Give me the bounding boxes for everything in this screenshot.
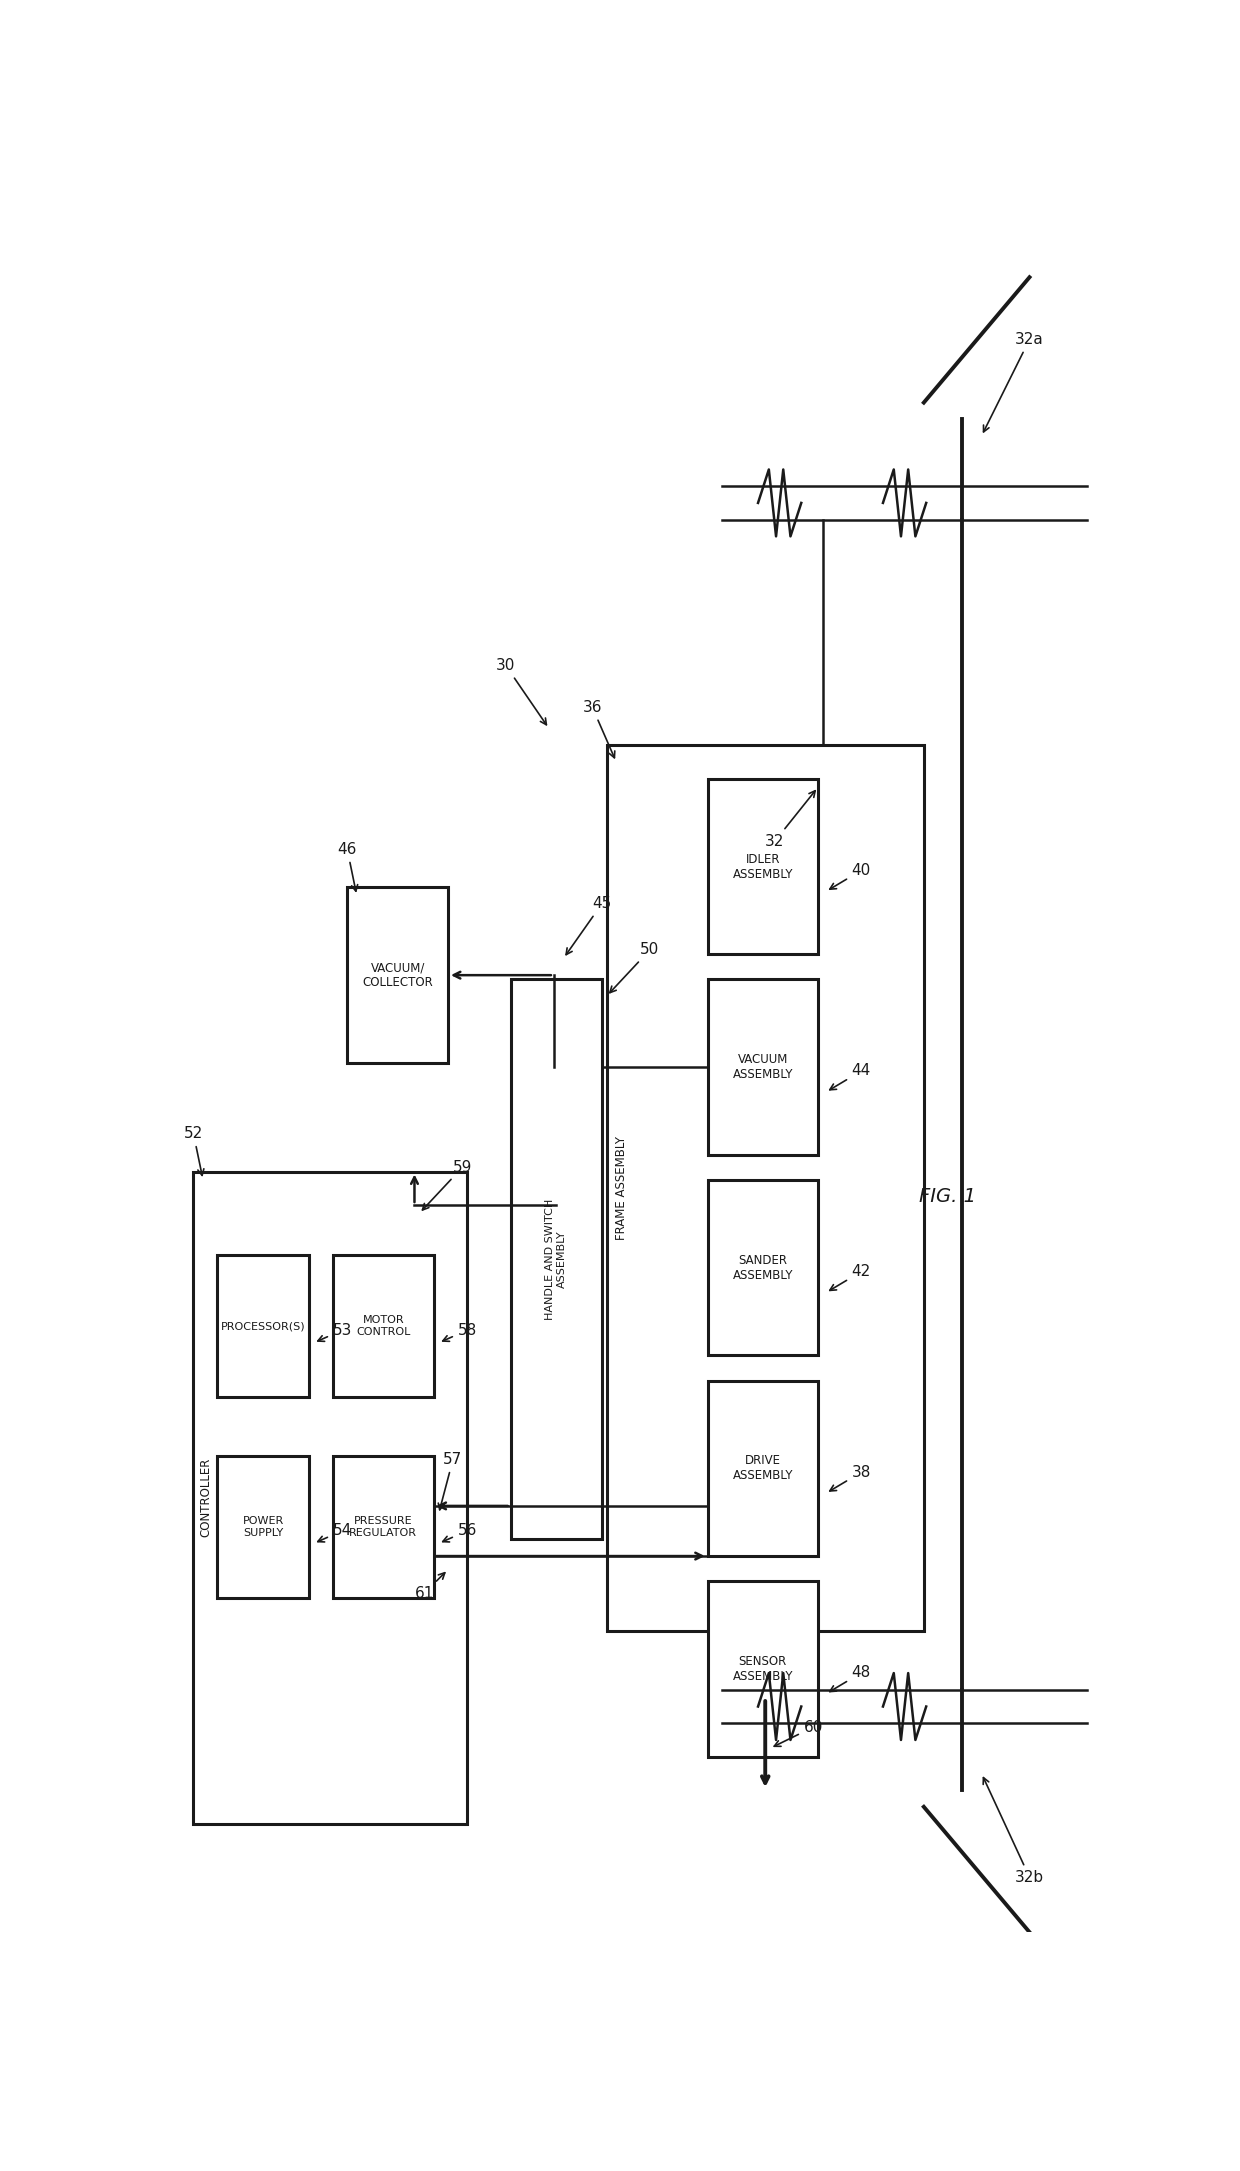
Text: 58: 58 bbox=[443, 1322, 477, 1342]
Text: VACUUM/
COLLECTOR: VACUUM/ COLLECTOR bbox=[362, 962, 433, 990]
Text: 60: 60 bbox=[774, 1719, 823, 1745]
Text: FRAME ASSEMBLY: FRAME ASSEMBLY bbox=[615, 1135, 627, 1240]
Text: 52: 52 bbox=[184, 1127, 203, 1175]
Bar bbox=[708, 779, 818, 955]
Bar bbox=[347, 888, 448, 1064]
Text: 53: 53 bbox=[317, 1322, 352, 1342]
Text: PROCESSOR(S): PROCESSOR(S) bbox=[221, 1322, 305, 1331]
Text: 48: 48 bbox=[830, 1665, 870, 1691]
Bar bbox=[217, 1255, 309, 1398]
Bar bbox=[708, 1181, 818, 1355]
Text: 32a: 32a bbox=[983, 332, 1044, 432]
Text: 50: 50 bbox=[610, 942, 660, 992]
Text: CONTROLLER: CONTROLLER bbox=[200, 1459, 212, 1537]
Text: 61: 61 bbox=[414, 1572, 445, 1600]
Bar bbox=[511, 979, 601, 1539]
Bar bbox=[193, 1172, 467, 1824]
Bar bbox=[332, 1255, 434, 1398]
Text: 36: 36 bbox=[583, 699, 615, 758]
Text: 59: 59 bbox=[423, 1159, 472, 1209]
Text: 45: 45 bbox=[567, 897, 611, 955]
Text: 57: 57 bbox=[438, 1452, 463, 1509]
Text: 40: 40 bbox=[830, 862, 870, 890]
Text: FIG. 1: FIG. 1 bbox=[919, 1188, 976, 1207]
Text: 54: 54 bbox=[317, 1524, 352, 1541]
Text: 44: 44 bbox=[830, 1064, 870, 1090]
Text: 56: 56 bbox=[443, 1524, 477, 1541]
Text: 38: 38 bbox=[830, 1465, 870, 1491]
Text: 32b: 32b bbox=[983, 1778, 1044, 1884]
Text: 30: 30 bbox=[496, 658, 547, 725]
Text: IDLER
ASSEMBLY: IDLER ASSEMBLY bbox=[733, 853, 794, 881]
Text: HANDLE AND SWITCH
ASSEMBLY: HANDLE AND SWITCH ASSEMBLY bbox=[546, 1198, 567, 1320]
Bar bbox=[606, 745, 924, 1630]
Text: PRESSURE
REGULATOR: PRESSURE REGULATOR bbox=[350, 1515, 417, 1537]
Bar bbox=[217, 1457, 309, 1598]
Bar bbox=[708, 979, 818, 1155]
Text: VACUUM
ASSEMBLY: VACUUM ASSEMBLY bbox=[733, 1053, 794, 1081]
Bar bbox=[708, 1381, 818, 1557]
Text: 42: 42 bbox=[830, 1264, 870, 1290]
Text: SANDER
ASSEMBLY: SANDER ASSEMBLY bbox=[733, 1253, 794, 1281]
Text: MOTOR
CONTROL: MOTOR CONTROL bbox=[356, 1316, 410, 1337]
Text: 32: 32 bbox=[765, 790, 815, 849]
Text: POWER
SUPPLY: POWER SUPPLY bbox=[243, 1515, 284, 1537]
Bar bbox=[708, 1580, 818, 1756]
Text: 46: 46 bbox=[337, 842, 357, 892]
Text: SENSOR
ASSEMBLY: SENSOR ASSEMBLY bbox=[733, 1654, 794, 1683]
Text: DRIVE
ASSEMBLY: DRIVE ASSEMBLY bbox=[733, 1455, 794, 1483]
Bar bbox=[332, 1457, 434, 1598]
